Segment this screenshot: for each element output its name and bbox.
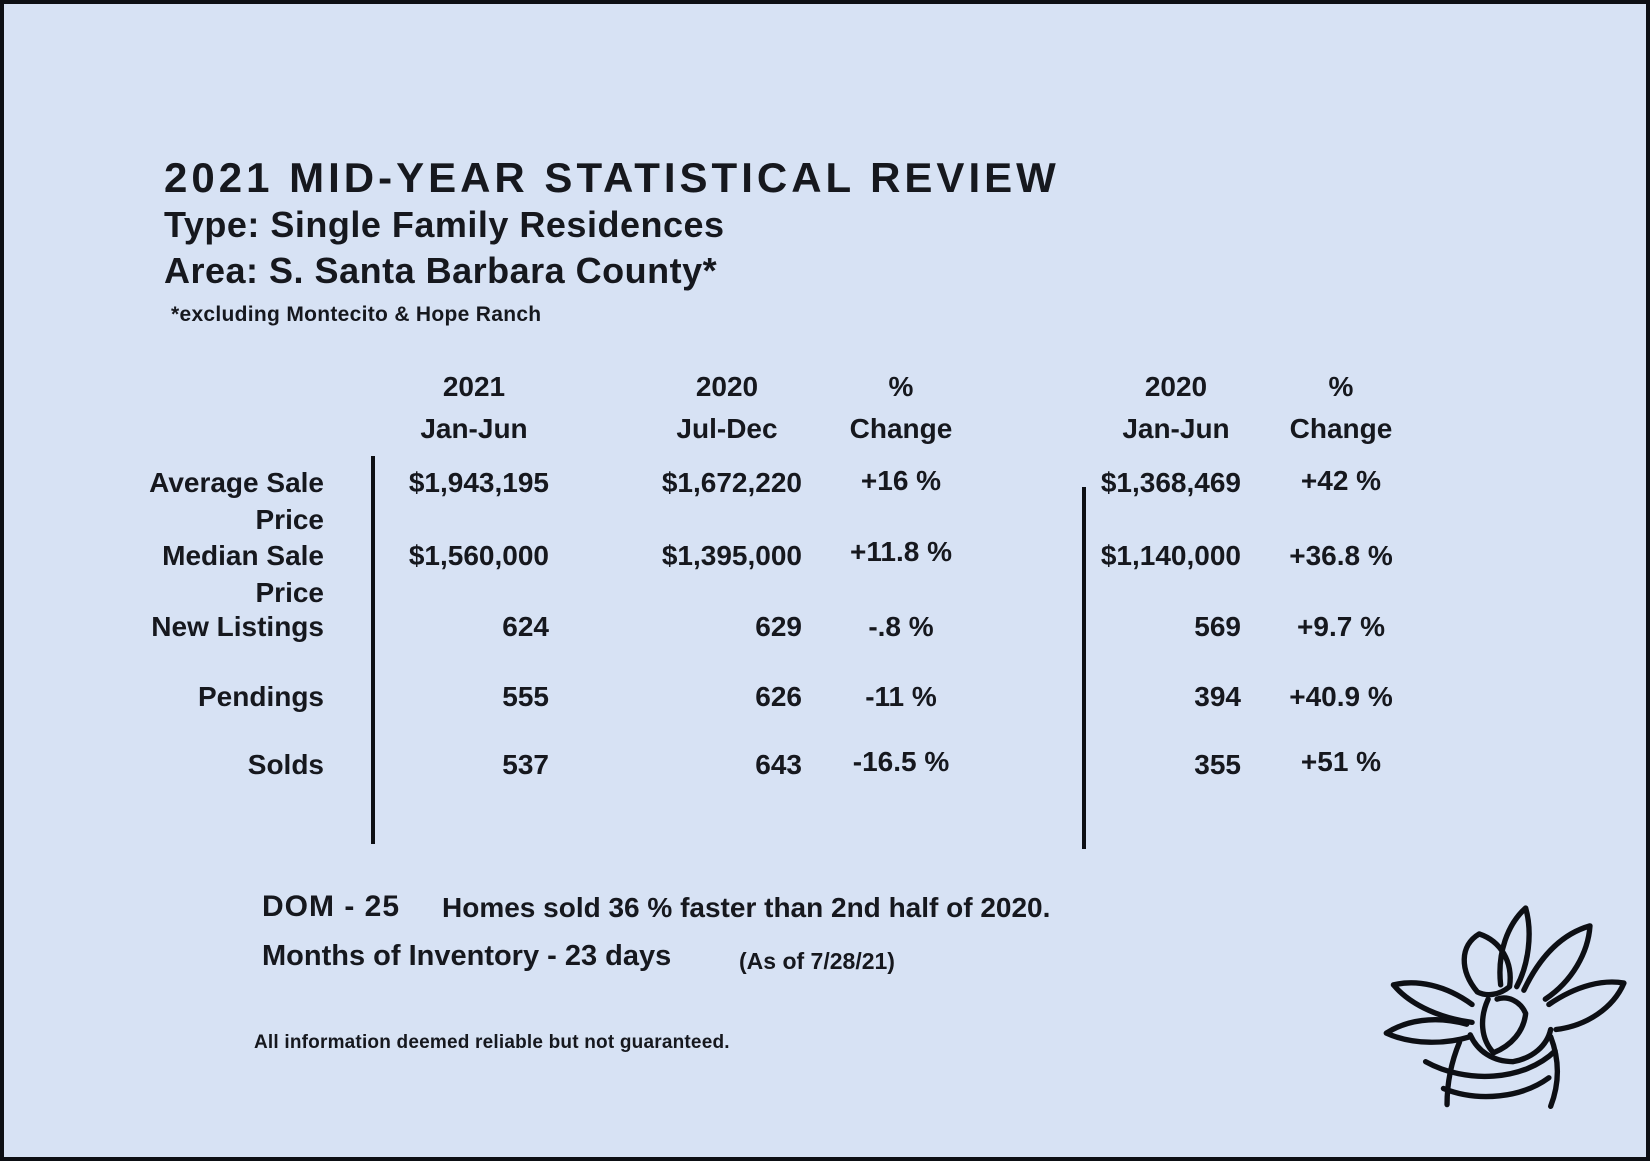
col-header-2020-jul-dec: 2020 Jul-Dec xyxy=(652,366,802,450)
cell-avg-2021: $1,943,195 xyxy=(408,467,549,498)
cell-pendings-change-h2: -11 % xyxy=(865,681,937,712)
cell-solds-2020h1: 355 xyxy=(1194,749,1241,780)
col-header-year: % xyxy=(1328,371,1354,402)
col-header-year: % xyxy=(888,371,914,402)
as-of-date: (As of 7/28/21) xyxy=(739,948,895,974)
cell-pendings-2020h1: 394 xyxy=(1194,681,1241,712)
col-header-period: Jan-Jun xyxy=(420,413,528,444)
cell-pendings-change-yoy: +40.9 % xyxy=(1289,681,1393,712)
cell-median-change-h2: +11.8 % xyxy=(850,536,952,567)
cell-solds-2021: 537 xyxy=(502,749,549,780)
lotus-flower-icon xyxy=(1383,905,1627,1110)
col-header-period: Change xyxy=(1289,413,1393,444)
cell-listings-change-yoy: +9.7 % xyxy=(1297,611,1385,642)
col-header-year: 2021 xyxy=(442,371,506,402)
col-header-period: Jan-Jun xyxy=(1122,413,1230,444)
cell-avg-2020h2: $1,672,220 xyxy=(661,467,802,498)
table-divider-right xyxy=(1082,487,1086,849)
cell-listings-change-h2: -.8 % xyxy=(868,611,934,642)
table-divider-left xyxy=(371,456,375,844)
cell-listings-2020h1: 569 xyxy=(1194,611,1241,642)
cell-avg-change-yoy: +42 % xyxy=(1300,465,1382,496)
months-of-inventory: Months of Inventory - 23 days xyxy=(262,940,672,972)
cell-solds-change-yoy: +51 % xyxy=(1300,746,1382,777)
row-label-average-sale: Average Sale xyxy=(149,467,324,498)
cell-listings-2021: 624 xyxy=(502,611,549,642)
row-label-median-sale-2: Price xyxy=(255,577,325,608)
cell-pendings-2020h2: 626 xyxy=(755,681,802,712)
cell-median-2021: $1,560,000 xyxy=(408,540,549,571)
row-label-average-sale-2: Price xyxy=(255,504,325,535)
cell-listings-2020h2: 629 xyxy=(755,611,802,642)
page-title: 2021 MID-YEAR STATISTICAL REVIEW xyxy=(164,154,1060,201)
area-footnote: *excluding Montecito & Hope Ranch xyxy=(171,303,542,326)
row-label-median-sale: Median Sale xyxy=(162,540,324,571)
cell-avg-change-h2: +16 % xyxy=(860,465,942,496)
col-header-pct-change-1: % Change xyxy=(826,366,976,450)
dom-value: DOM - 25 xyxy=(262,890,401,923)
cell-solds-2020h2: 643 xyxy=(755,749,802,780)
area-line: Area: S. Santa Barbara County* xyxy=(164,250,718,291)
cell-median-2020h1: $1,140,000 xyxy=(1100,540,1241,571)
cell-solds-change-h2: -16.5 % xyxy=(852,746,950,777)
row-label-pendings: Pendings xyxy=(197,681,324,712)
col-header-period: Jul-Dec xyxy=(676,413,778,444)
cell-pendings-2021: 555 xyxy=(502,681,549,712)
col-header-2021-jan-jun: 2021 Jan-Jun xyxy=(399,366,549,450)
col-header-year: 2020 xyxy=(1144,371,1208,402)
col-header-period: Change xyxy=(849,413,953,444)
cell-avg-2020h1: $1,368,469 xyxy=(1100,467,1241,498)
row-label-solds: Solds xyxy=(247,749,324,780)
row-label-new-listings: New Listings xyxy=(151,611,324,642)
dom-note: Homes sold 36 % faster than 2nd half of … xyxy=(442,892,1051,923)
col-header-pct-change-2: % Change xyxy=(1266,366,1416,450)
disclaimer-text: All information deemed reliable but not … xyxy=(254,1032,730,1053)
col-header-2020-jan-jun: 2020 Jan-Jun xyxy=(1101,366,1251,450)
cell-median-change-yoy: +36.8 % xyxy=(1289,540,1393,571)
property-type-line: Type: Single Family Residences xyxy=(164,204,725,245)
cell-median-2020h2: $1,395,000 xyxy=(661,540,802,571)
col-header-year: 2020 xyxy=(695,371,759,402)
